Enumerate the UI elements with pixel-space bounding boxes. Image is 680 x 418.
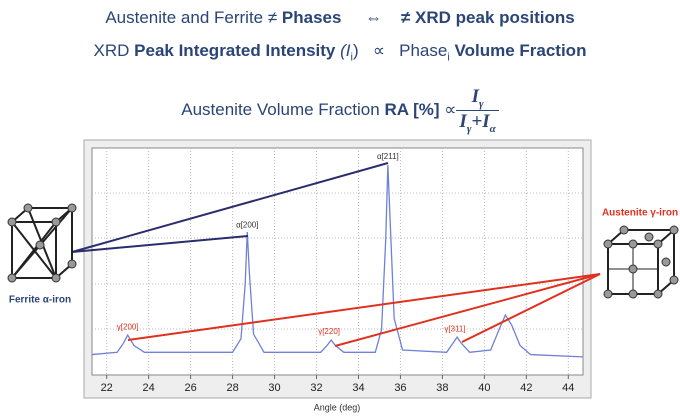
text: +I — [471, 110, 490, 132]
text: Phase — [399, 41, 448, 60]
text: Volume Fraction — [454, 41, 587, 60]
connector — [71, 235, 249, 253]
header-line: XRD Peak Integrated Intensity (Ii) ∝ Pha… — [0, 41, 680, 63]
text: Peak Integrated Intensity — [134, 41, 336, 60]
text: I — [459, 110, 467, 132]
text: (I — [340, 41, 351, 60]
header-line: Austenite Volume Fraction RA [%] ∝ Iγ Iγ+I… — [0, 86, 680, 135]
fraction: Iγ Iγ+Iα — [456, 86, 499, 135]
text: RA [%] — [384, 99, 440, 119]
text: Austenite Volume Fraction — [181, 99, 380, 119]
bcc-icon — [7, 203, 77, 283]
peak-label: α[211] — [377, 152, 399, 161]
x-tick-label: 22 — [101, 382, 113, 394]
peak-label: γ[200] — [117, 322, 139, 331]
text: XRD — [93, 41, 130, 60]
x-tick-label: 40 — [478, 382, 490, 394]
text: γ — [466, 122, 472, 135]
x-tick-label: 32 — [310, 382, 322, 394]
peak-label: γ[220] — [318, 327, 340, 336]
text: i — [447, 51, 450, 64]
x-tick-label: 36 — [394, 382, 406, 394]
text: I — [471, 86, 479, 107]
text: γ — [478, 97, 484, 110]
x-tick-label: 34 — [352, 382, 364, 394]
peak-label: α[200] — [236, 220, 258, 229]
x-tick-label: 28 — [226, 382, 238, 394]
line — [91, 164, 584, 358]
connector — [127, 273, 601, 341]
connector — [334, 273, 601, 347]
x-tick-label: 42 — [520, 382, 532, 394]
text: ) — [352, 41, 359, 60]
x-tick-label: 30 — [268, 382, 280, 394]
text: Phases — [281, 8, 342, 27]
text: ≠ XRD peak positions — [400, 8, 575, 27]
text: ∝ — [444, 99, 457, 119]
left-label: Ferrite α-iron — [9, 295, 71, 306]
x-tick-label: 38 — [436, 382, 448, 394]
plot-area — [91, 147, 584, 376]
connector — [461, 273, 601, 343]
right-label: Austenite γ-iron — [602, 208, 678, 219]
text: ⇔ — [365, 8, 383, 27]
text: Austenite and Ferrite ≠ — [105, 8, 278, 27]
x-tick-label: 26 — [184, 382, 196, 394]
connectors — [71, 162, 601, 347]
h-grid — [92, 192, 583, 330]
text: α — [489, 122, 496, 135]
plot: 22 24 26 28 30 32 34 36 38 40 42 44 γ[200] α[200] γ[22… — [91, 148, 584, 394]
peak-label: γ[311] — [444, 325, 465, 334]
x-axis-label: Angle (deg) — [314, 402, 361, 412]
fcc-icon — [603, 225, 679, 299]
connector — [71, 162, 389, 253]
x-tick-label: 24 — [143, 382, 155, 394]
text: ∝ — [372, 41, 385, 60]
x-tick-label: 44 — [562, 382, 574, 394]
header-line: Austenite and Ferrite ≠ Phases ⇔ ≠ XRD p… — [0, 8, 680, 28]
text: i — [350, 51, 353, 64]
